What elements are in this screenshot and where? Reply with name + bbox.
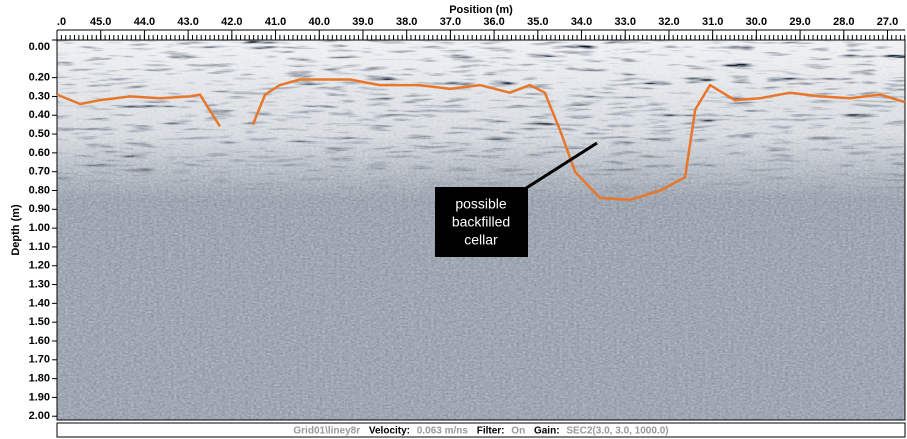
annotation-text: cellar — [464, 232, 498, 248]
y-tick-label: 0.70 — [29, 166, 50, 178]
x-tick-label: 29.0 — [789, 16, 810, 28]
y-tick-label: 1.70 — [29, 354, 50, 366]
x-tick-label: 28.0 — [833, 16, 854, 28]
x-tick-label: 33.0 — [615, 16, 636, 28]
status-key: Velocity: — [369, 425, 410, 436]
x-tick-label: .0 — [57, 16, 66, 28]
status-file: Grid01\liney8r — [293, 425, 360, 436]
x-tick-label: 30.0 — [746, 16, 767, 28]
radargram-window: Position (m) Depth (m) possible backfill… — [0, 0, 907, 439]
status-text: Grid01\liney8r Velocity: 0.063 m/ns Filt… — [293, 425, 668, 436]
y-tick-label: 1.30 — [29, 278, 50, 290]
status-value: 0.063 m/ns — [417, 425, 469, 436]
x-tick-label: 43.0 — [177, 16, 198, 28]
y-tick-label: 0.30 — [29, 90, 50, 102]
status-value: SEC2(3.0, 3.0, 1000.0) — [566, 425, 668, 436]
x-tick-label: 40.0 — [309, 16, 330, 28]
x-tick-label: 37.0 — [440, 16, 461, 28]
x-tick-label: 45.0 — [90, 16, 111, 28]
status-key: Gain: — [534, 425, 560, 436]
status-key: Filter: — [477, 425, 505, 436]
x-tick-label: 36.0 — [483, 16, 504, 28]
annotation-text: possible — [455, 196, 507, 212]
x-tick-label: 27.0 — [877, 16, 898, 28]
x-tick-label: 39.0 — [352, 16, 373, 28]
y-tick-label: 1.00 — [29, 222, 50, 234]
y-tick-label: 1.90 — [29, 391, 50, 403]
x-tick-label: 31.0 — [702, 16, 723, 28]
y-tick-label: 0.00 — [29, 41, 50, 53]
x-tick-label: 42.0 — [221, 16, 242, 28]
x-tick-label: 32.0 — [658, 16, 679, 28]
y-tick-label: 2.00 — [29, 410, 50, 422]
x-tick-label: 44.0 — [134, 16, 155, 28]
status-bar: Grid01\liney8r Velocity: 0.063 m/ns Filt… — [57, 423, 905, 437]
x-tick-label: 35.0 — [527, 16, 548, 28]
y-tick-label: 1.40 — [29, 297, 50, 309]
y-tick-label: 0.50 — [29, 128, 50, 140]
y-tick-label: 1.80 — [29, 373, 50, 385]
x-tick-label: 38.0 — [396, 16, 417, 28]
y-tick-label: 1.50 — [29, 316, 50, 328]
y-tick-label: 1.60 — [29, 335, 50, 347]
y-tick-label: 0.90 — [29, 203, 50, 215]
status-value: On — [511, 425, 525, 436]
x-tick-label: 41.0 — [265, 16, 286, 28]
y-tick-label: 0.80 — [29, 184, 50, 196]
x-tick-label: 34.0 — [571, 16, 592, 28]
y-tick-label: 1.10 — [29, 241, 50, 253]
x-axis-title: Position (m) — [449, 4, 513, 16]
y-tick-label: 0.40 — [29, 109, 50, 121]
y-tick-label: 1.20 — [29, 260, 50, 272]
y-axis-title: Depth (m) — [10, 204, 22, 256]
y-tick-label: 0.60 — [29, 147, 50, 159]
y-tick-label: 0.20 — [29, 72, 50, 84]
annotation-text: backfilled — [452, 214, 510, 230]
